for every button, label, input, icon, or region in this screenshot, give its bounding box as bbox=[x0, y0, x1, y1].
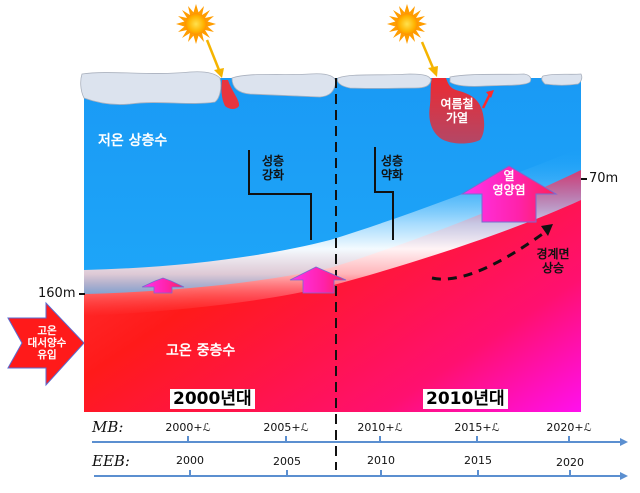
decade-label-2010s: 2010년대 bbox=[423, 389, 508, 409]
sun-icon-right bbox=[387, 4, 427, 44]
atlantic-inflow-arrow bbox=[7, 301, 85, 387]
decade-label-2000s: 2000년대 bbox=[170, 389, 255, 409]
summer-heating-label: 여름철 가열 bbox=[440, 97, 474, 125]
strong-stratification-line bbox=[248, 150, 312, 240]
atlantic-inflow-label: 고온 대서양수 유입 bbox=[10, 325, 84, 361]
heat-flux-arrow-medium bbox=[289, 266, 347, 294]
mb-tick-label: 2015+ℒ bbox=[454, 421, 500, 434]
inflow-line1: 고온 bbox=[37, 325, 57, 337]
sunlight-arrow-left bbox=[205, 39, 224, 78]
depth-label-70m: 70m bbox=[589, 171, 619, 186]
heat-flux-arrow-small bbox=[141, 277, 185, 294]
sun-icon-left bbox=[176, 4, 216, 44]
boundary-transition bbox=[84, 148, 581, 316]
mb-axis-label: MB: bbox=[92, 418, 124, 436]
mb-tick-label: 2005+ℒ bbox=[263, 421, 309, 434]
sunlight-arrow-right bbox=[420, 41, 438, 77]
mb-timeline-axis bbox=[92, 436, 628, 446]
mb-tick-label: 2020+ℒ bbox=[546, 421, 592, 434]
eeb-timeline-axis bbox=[94, 470, 628, 480]
heat-nutrient-arrow bbox=[460, 165, 558, 223]
small-upward-arrow bbox=[481, 93, 492, 109]
inflow-line2: 대서양수 bbox=[27, 337, 67, 350]
weak-stratification-label: 성층 약화 bbox=[381, 154, 404, 182]
sea-ice bbox=[80, 71, 583, 105]
boundary-rise-label: 경계면 상승 bbox=[536, 247, 570, 275]
mb-tick-label: 2010+ℒ bbox=[357, 421, 403, 434]
summer-heating-patch bbox=[429, 78, 485, 144]
cold-upper-water-label: 저온 상층수 bbox=[98, 133, 168, 149]
weak-stratification-line bbox=[374, 147, 394, 240]
heat-nutrient-label: 열 영양염 bbox=[492, 169, 526, 197]
depth-label-160m: 160m bbox=[38, 286, 76, 301]
eeb-tick-label: 2010 bbox=[367, 454, 395, 467]
strong-stratification-label: 성층 강화 bbox=[262, 154, 285, 182]
eeb-tick-label: 2015 bbox=[464, 454, 492, 467]
inflow-line3: 유입 bbox=[37, 349, 57, 362]
water-column bbox=[84, 78, 581, 412]
eeb-axis-label: EEB: bbox=[92, 452, 130, 470]
eeb-tick-label: 2005 bbox=[273, 455, 301, 468]
boundary-rise-arrow bbox=[431, 228, 549, 281]
warm-middle-water-label: 고온 중층수 bbox=[166, 343, 236, 359]
eeb-tick-label: 2000 bbox=[176, 454, 204, 467]
small-heating-patch bbox=[221, 80, 240, 109]
mb-tick-label: 2000+ℒ bbox=[165, 421, 211, 434]
eeb-tick-label: 2020 bbox=[556, 456, 584, 469]
